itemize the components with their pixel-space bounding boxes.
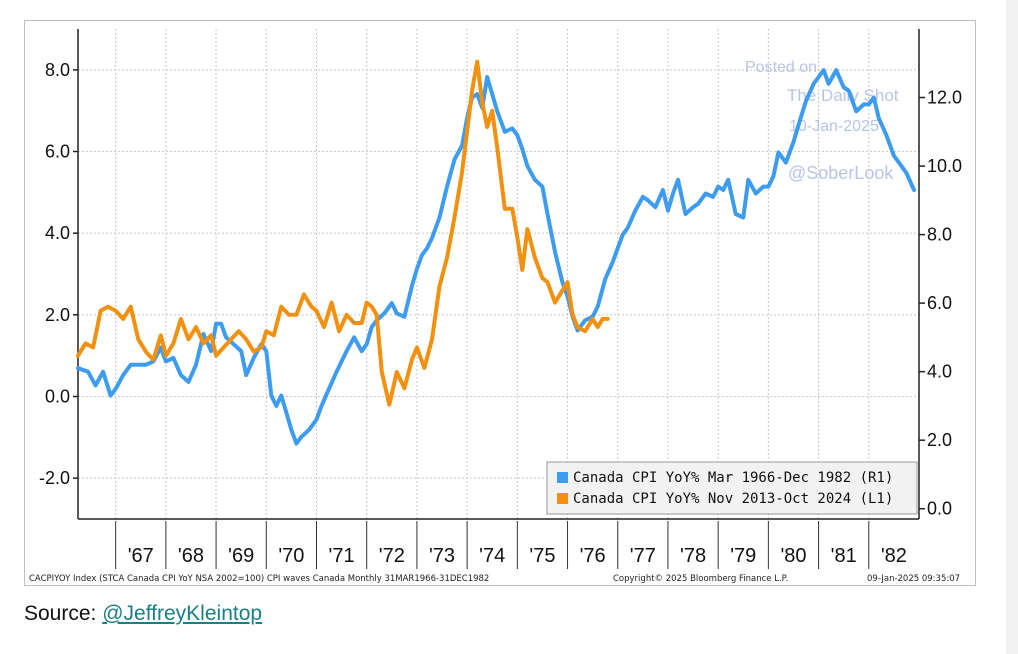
x-tick-label: '67 bbox=[128, 545, 154, 567]
left-y-tick-label: 0.0 bbox=[45, 387, 70, 407]
series-line-l1 bbox=[76, 59, 610, 407]
series-layer bbox=[76, 59, 916, 446]
x-tick-label: '80 bbox=[780, 545, 806, 567]
x-tick-label: '69 bbox=[228, 545, 254, 567]
footer-copyright: Copyright© 2025 Bloomberg Finance L.P. bbox=[613, 574, 788, 584]
cpi-waves-chart: '67 '68 '69 '70 '71 '72 '73 '74 '75 '76 '77 '78 '79 '… bbox=[29, 29, 962, 584]
right-y-tick-label: 2.0 bbox=[927, 430, 952, 450]
legend-swatch-r1 bbox=[557, 472, 568, 483]
left-y-tick-label: -2.0 bbox=[39, 468, 70, 488]
daily-shot-watermark: Posted on The Daily Shot 10-Jan-2025 @So… bbox=[745, 59, 899, 183]
x-tick-label: '77 bbox=[630, 545, 656, 567]
right-y-tick-label: 10.0 bbox=[927, 156, 962, 176]
legend-swatch-l1 bbox=[557, 493, 568, 504]
x-tick-label: '68 bbox=[178, 545, 204, 567]
right-y-tick-label: 6.0 bbox=[927, 293, 952, 313]
x-tick-label: '73 bbox=[429, 545, 455, 567]
x-tick-label: '70 bbox=[278, 545, 304, 567]
source-line: Source: @JeffreyKleintop bbox=[24, 602, 262, 626]
page-scroll-gutter bbox=[1006, 0, 1018, 654]
watermark-date: 10-Jan-2025 bbox=[789, 118, 879, 135]
x-tick-label: '82 bbox=[881, 545, 907, 567]
legend-label-r1: Canada CPI YoY% Mar 1966-Dec 1982 (R1) bbox=[573, 470, 893, 486]
source-label: Source: bbox=[24, 602, 103, 625]
left-y-tick-label: 2.0 bbox=[45, 305, 70, 325]
legend-box bbox=[546, 461, 918, 515]
x-tick-label: '81 bbox=[831, 545, 857, 567]
chart-footer: CACPIYOY Index (STCA Canada CPI YoY NSA … bbox=[29, 574, 960, 584]
x-tick-label: '79 bbox=[730, 545, 756, 567]
watermark-posted-on: Posted on bbox=[745, 59, 817, 76]
legend-label-l1: Canada CPI YoY% Nov 2013-Oct 2024 (L1) bbox=[573, 491, 893, 507]
footer-timestamp: 09-Jan-2025 09:35:07 bbox=[867, 574, 960, 584]
right-y-tick-label: 4.0 bbox=[927, 362, 952, 382]
right-y-tick-label: 0.0 bbox=[927, 499, 952, 519]
chart-legend: Canada CPI YoY% Mar 1966-Dec 1982 (R1) C… bbox=[546, 461, 918, 515]
source-link[interactable]: @JeffreyKleintop bbox=[102, 602, 263, 625]
axis-layer: '67 '68 '69 '70 '71 '72 '73 '74 '75 '76 '77 '78 '79 '… bbox=[39, 29, 962, 569]
left-y-tick-label: 8.0 bbox=[45, 60, 70, 80]
right-y-tick-label: 8.0 bbox=[927, 225, 952, 245]
x-tick-label: '75 bbox=[529, 545, 555, 567]
x-tick-label: '72 bbox=[379, 545, 405, 567]
x-tick-label: '78 bbox=[680, 545, 706, 567]
x-tick-label: '76 bbox=[580, 545, 606, 567]
watermark-handle: @SoberLook bbox=[788, 163, 894, 183]
chart-frame: '67 '68 '69 '70 '71 '72 '73 '74 '75 '76 '77 '78 '79 '… bbox=[24, 20, 976, 586]
left-y-tick-label: 6.0 bbox=[45, 142, 70, 162]
left-y-tick-label: 4.0 bbox=[45, 223, 70, 243]
x-tick-label: '74 bbox=[479, 545, 505, 567]
footer-index-description: CACPIYOY Index (STCA Canada CPI YoY NSA … bbox=[29, 574, 489, 584]
right-y-tick-label: 12.0 bbox=[927, 88, 962, 108]
x-tick-label: '71 bbox=[329, 545, 355, 567]
series-line-r1 bbox=[76, 68, 916, 446]
